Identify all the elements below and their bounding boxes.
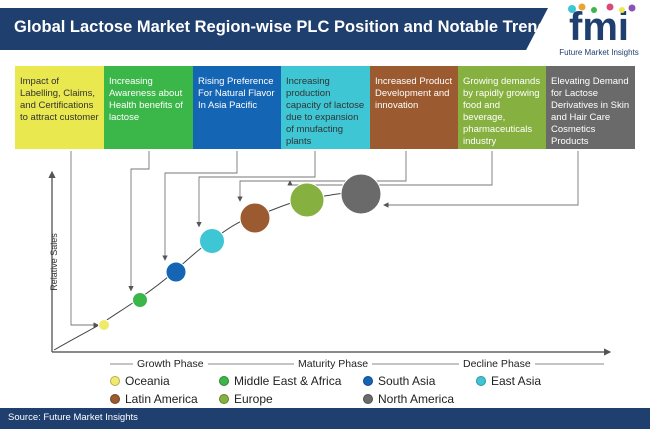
legend-label: Latin America bbox=[125, 392, 198, 406]
connector-latin-america bbox=[237, 151, 407, 202]
legend-label: Middle East & Africa bbox=[234, 374, 342, 388]
legend-item-latin-america: Latin America bbox=[110, 392, 198, 406]
legend-dot bbox=[110, 376, 120, 386]
legend-label: Oceania bbox=[125, 374, 170, 388]
legend-dot bbox=[476, 376, 486, 386]
trend-box: Rising Preference For Natural Flavor In … bbox=[193, 66, 282, 149]
svg-text:fmi: fmi bbox=[569, 5, 629, 48]
legend-dot bbox=[363, 394, 373, 404]
phase-growth: Growth Phase bbox=[133, 358, 208, 370]
connector-north-america bbox=[383, 151, 579, 208]
legend-label: South Asia bbox=[378, 374, 436, 388]
trend-box: Increasing Awareness about Health benefi… bbox=[104, 66, 193, 149]
connector-south-asia bbox=[162, 151, 238, 261]
y-axis-label: Relative Sales bbox=[49, 233, 59, 291]
phase-maturity: Maturity Phase bbox=[294, 358, 373, 370]
trend-connectors bbox=[70, 151, 579, 328]
legend-item-middle-east-africa: Middle East & Africa bbox=[219, 374, 341, 388]
connector-oceania bbox=[70, 151, 99, 328]
bubble-latin-america bbox=[239, 202, 271, 234]
legend-dot bbox=[219, 394, 229, 404]
legend-label: Europe bbox=[234, 392, 273, 406]
legend-label: East Asia bbox=[491, 374, 542, 388]
trend-box: Elevating Demand for Lactose Derivatives… bbox=[546, 66, 635, 149]
header: Global Lactose Market Region-wise PLC Po… bbox=[0, 0, 650, 58]
phase-decline: Decline Phase bbox=[459, 358, 535, 370]
legend-label: North America bbox=[378, 392, 455, 406]
bubble-middle-east-africa bbox=[132, 292, 148, 308]
trend-box: Impact of Labelling, Claims, and Certifi… bbox=[15, 66, 104, 149]
bubble-south-asia bbox=[165, 261, 187, 283]
connector-east-asia bbox=[196, 151, 316, 228]
company-logo: fmi Future Market Insights bbox=[552, 2, 646, 57]
legend-item-north-america: North America bbox=[363, 392, 454, 406]
bubble-europe bbox=[289, 182, 325, 218]
title-band bbox=[0, 8, 548, 50]
trend-box: Growing demands by rapidly growing food … bbox=[458, 66, 547, 149]
trend-box: Increasing production capacity of lactos… bbox=[281, 66, 370, 149]
bubble-north-america bbox=[340, 173, 382, 215]
legend-item-east-asia: East Asia bbox=[476, 374, 541, 388]
legend-item-oceania: Oceania bbox=[110, 374, 170, 388]
footer: Source: Future Market Insights bbox=[0, 408, 650, 429]
legend-dot bbox=[110, 394, 120, 404]
bubble-east-asia bbox=[199, 228, 225, 254]
connector-middle-east-africa bbox=[128, 151, 150, 292]
legend-dot bbox=[219, 376, 229, 386]
logo-caption: Future Market Insights bbox=[559, 48, 639, 57]
bubble-oceania bbox=[98, 319, 110, 331]
trend-box: Increased Product Development and innova… bbox=[370, 66, 459, 149]
legend-dot bbox=[363, 376, 373, 386]
page-title: Global Lactose Market Region-wise PLC Po… bbox=[14, 18, 557, 36]
legend-item-south-asia: South Asia bbox=[363, 374, 435, 388]
connector-europe bbox=[287, 151, 493, 186]
legend-item-europe: Europe bbox=[219, 392, 273, 406]
fmi-logo-icon: fmi bbox=[568, 3, 636, 49]
source-note: Source: Future Market Insights bbox=[8, 412, 138, 423]
region-bubbles bbox=[98, 173, 382, 331]
